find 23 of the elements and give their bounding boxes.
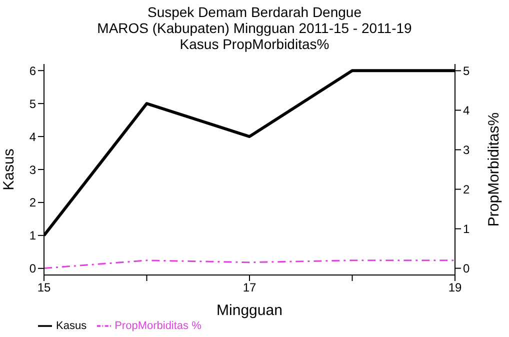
y-tick-label: 6 — [29, 64, 36, 78]
y-tick-label: 2 — [29, 196, 36, 210]
y-tick-label: 3 — [29, 162, 36, 177]
legend-label: PropMorbiditas % — [114, 320, 202, 332]
y-tick-label: 4 — [29, 130, 36, 144]
y2-axis-title: PropMorbiditas% — [485, 112, 502, 227]
x-tick-label: 19 — [448, 280, 462, 295]
chart-subtitle: MAROS (Kabupaten) Mingguan 2011-15 - 2011-19 Kasus PropMorbiditas% — [96, 20, 413, 52]
x-axis-title: Mingguan — [216, 302, 282, 319]
x-tick-label: 15 — [37, 280, 51, 295]
chart-title: Suspek Demam Berdarah Dengue — [146, 4, 362, 20]
legend-label: Kasus — [56, 320, 87, 332]
y-axis-title: Kasus — [0, 148, 18, 190]
y2-tick-label: 2 — [463, 182, 470, 197]
y2-tick-label: 5 — [463, 64, 470, 78]
y2-tick-label: 0 — [463, 262, 470, 276]
y-tick-label: 1 — [29, 228, 36, 243]
y-tick-label: 5 — [29, 96, 36, 111]
x-tick-label: 17 — [242, 280, 256, 295]
y2-tick-label: 1 — [463, 222, 470, 236]
y-tick-label: 0 — [29, 262, 36, 276]
y2-tick-label: 4 — [463, 103, 470, 118]
y2-tick-label: 3 — [463, 143, 470, 158]
